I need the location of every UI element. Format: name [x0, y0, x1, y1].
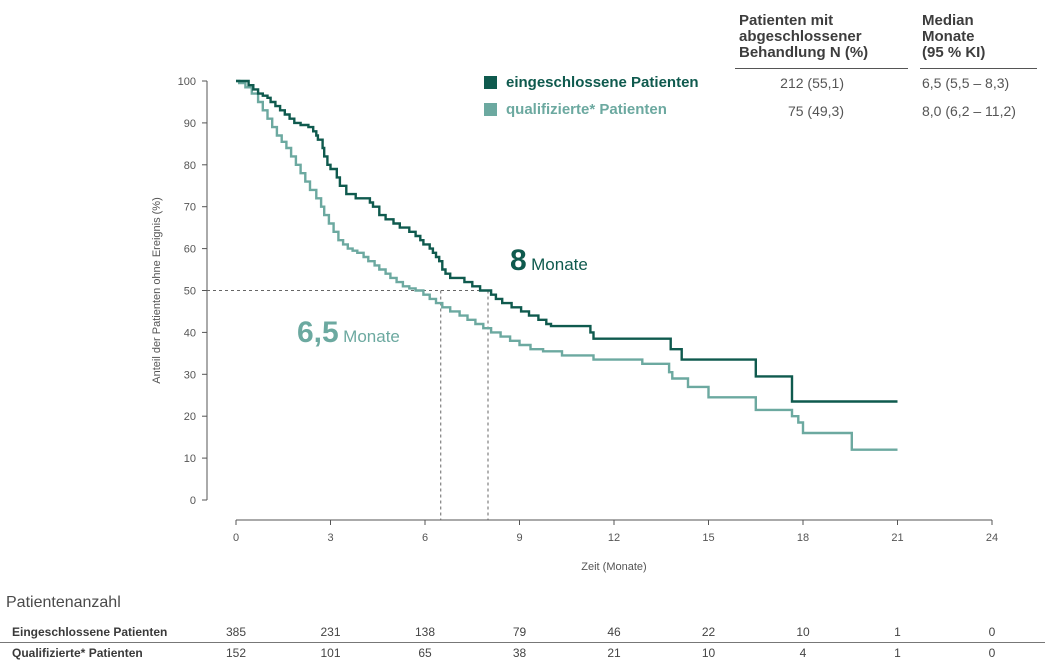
table-header-median-line: (95 % KI) — [922, 44, 986, 61]
curve-qualified — [236, 79, 898, 451]
y-tick-label: 0 — [190, 495, 196, 507]
at-risk-value-included: 231 — [320, 625, 341, 639]
median-included-value: 8 — [510, 244, 527, 277]
legend-label-qualified: qualifizierte* Patienten — [506, 101, 667, 118]
y-tick-label: 60 — [184, 244, 196, 256]
table-header-median-line: Monate — [922, 28, 975, 45]
y-tick-label: 80 — [184, 160, 196, 172]
legend-item-included: eingeschlossene Patienten — [484, 74, 699, 91]
at-risk-value-included: 1 — [894, 625, 901, 639]
at-risk-title: Patientenanzahl — [6, 594, 121, 611]
at-risk-value-qualified: 152 — [225, 646, 247, 660]
y-tick-label: 30 — [184, 369, 196, 381]
legend-swatch-included — [484, 76, 497, 89]
table-cell-n-included: 212 (55,1) — [780, 75, 844, 91]
at-risk-value-qualified: 21 — [607, 646, 621, 660]
at-risk-value-qualified: 38 — [512, 646, 527, 660]
table-cell-median-included: 6,5 (5,5 – 8,3) — [922, 75, 1010, 91]
x-tick-label: 24 — [986, 532, 998, 544]
table-header-median-line: Median — [922, 12, 974, 29]
at-risk-value-included: 0 — [988, 625, 996, 639]
at-risk-value-qualified: 101 — [320, 646, 341, 660]
at-risk-value-included: 79 — [512, 625, 527, 639]
y-tick-label: 40 — [184, 327, 196, 339]
y-tick-label: 20 — [184, 411, 196, 423]
median-included-unit: Monate — [531, 255, 588, 274]
at-risk-divider — [0, 642, 1045, 643]
at-risk-value-included: 46 — [607, 625, 621, 639]
x-tick-label: 12 — [608, 532, 620, 544]
median-annotation-qualified: 6,5 Monate — [297, 316, 400, 350]
x-tick-label: 15 — [702, 532, 714, 544]
table-header-n-line: Patienten mit — [739, 12, 834, 29]
y-tick-label: 10 — [184, 453, 196, 465]
at-risk-value-included: 138 — [414, 625, 436, 639]
y-axis-title: Anteil der Patienten ohne Ereignis (%) — [151, 197, 163, 384]
y-tick-label: 50 — [184, 286, 196, 298]
at-risk-value-qualified: 10 — [701, 646, 716, 660]
survival-curves — [236, 79, 898, 451]
legend-label-included: eingeschlossene Patienten — [506, 74, 699, 91]
at-risk-value-qualified: 4 — [799, 646, 807, 660]
chart-axes: 0 10 20 30 40 50 60 70 80 90 100 0 3 6 9 12 15 18 21 24 Zeit… — [151, 76, 998, 573]
median-qualified-value: 6,5 — [297, 316, 339, 349]
at-risk-value-included: 385 — [225, 625, 247, 639]
table-cell-median-qualified: 8,0 (6,2 – 11,2) — [922, 103, 1016, 119]
at-risk-label-included: Eingeschlossene Patienten — [12, 625, 168, 639]
x-tick-label: 6 — [422, 532, 428, 544]
at-risk-value-qualified: 0 — [988, 646, 996, 660]
table-header-n-line: abgeschlossener — [739, 28, 862, 45]
legend-item-qualified: qualifizierte* Patienten — [484, 101, 667, 118]
x-tick-label: 0 — [233, 532, 239, 544]
table-header-n: Patienten mit abgeschlossener Behandlung… — [739, 13, 868, 61]
at-risk-value-qualified: 1 — [894, 646, 901, 660]
table-header-n-line: Behandlung N (%) — [739, 44, 869, 61]
y-tick-label: 90 — [184, 118, 196, 130]
median-qualified-unit: Monate — [343, 327, 400, 346]
legend-swatch-qualified — [484, 103, 497, 116]
at-risk-value-included: 10 — [796, 625, 810, 639]
at-risk-value-qualified: 65 — [418, 646, 432, 660]
curve-included — [236, 79, 898, 403]
x-tick-label: 18 — [797, 532, 809, 544]
y-tick-label: 100 — [178, 76, 196, 88]
at-risk-value-included: 22 — [701, 625, 716, 639]
x-axis-title: Zeit (Monate) — [581, 561, 646, 573]
y-tick-label: 70 — [184, 202, 196, 214]
table-header-median: Median Monate (95 % KI) — [922, 13, 985, 61]
at-risk-label-qualified: Qualifizierte* Patienten — [12, 646, 143, 660]
x-tick-label: 21 — [891, 532, 903, 544]
x-tick-label: 9 — [516, 532, 522, 544]
median-annotation-included: 8 Monate — [510, 244, 588, 278]
table-cell-n-qualified: 75 (49,3) — [787, 103, 844, 119]
x-tick-label: 3 — [327, 532, 333, 544]
table-header-rule-n — [735, 68, 908, 69]
table-header-rule-median — [920, 68, 1037, 69]
